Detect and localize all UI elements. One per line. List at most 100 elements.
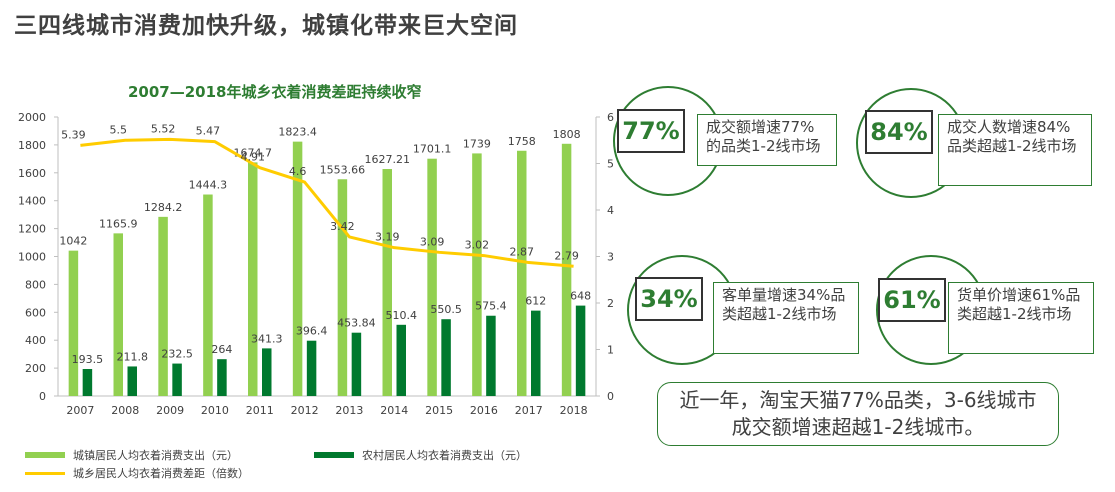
y-left-tick-label: 1600 xyxy=(18,167,46,180)
ratio-point-label: 2.79 xyxy=(554,249,579,262)
bar-rural xyxy=(127,366,137,396)
legend-ratio: 城乡居民人均衣着消费差距（倍数） xyxy=(25,465,249,481)
stat-percent-badge: 61% xyxy=(878,278,946,322)
bar-rural xyxy=(306,340,317,396)
y-right-tick-label: 5 xyxy=(607,158,614,171)
stat-description: 客单量增速34%品类超越1-2线市场 xyxy=(713,282,859,354)
bar-urban xyxy=(68,250,79,396)
ratio-point-label: 5.39 xyxy=(61,128,86,141)
bar-rural xyxy=(351,332,362,396)
legend-swatch-ratio xyxy=(25,471,65,475)
summary-line-1: 近一年，淘宝天猫77%品类，3-6线城市 xyxy=(679,388,1037,412)
y-left-tick-label: 2000 xyxy=(18,111,46,124)
y-left-tick-label: 1800 xyxy=(18,139,46,152)
bar-rural-label: 396.4 xyxy=(296,325,328,338)
bar-urban-label: 1674.7 xyxy=(234,146,273,159)
legend-label-ratio: 城乡居民人均衣着消费差距（倍数） xyxy=(73,467,249,480)
stat-percent-badge: 77% xyxy=(617,109,685,153)
x-tick-label: 2016 xyxy=(470,404,498,417)
y-right-tick-label: 2 xyxy=(607,297,614,310)
bar-rural xyxy=(531,310,541,396)
legend-label-rural: 农村居民人均衣着消费支出（元） xyxy=(362,449,527,462)
legend-rural: 农村居民人均衣着消费支出（元） xyxy=(314,447,527,463)
bar-rural-label: 341.3 xyxy=(251,332,283,345)
x-tick-label: 2008 xyxy=(111,404,139,417)
bar-rural-label: 193.5 xyxy=(72,353,104,366)
bar-urban xyxy=(517,150,527,396)
ratio-point-label: 3.02 xyxy=(465,239,490,252)
bar-urban-label: 1042 xyxy=(59,235,87,248)
bar-rural-label: 575.4 xyxy=(475,300,507,313)
y-right-tick-label: 0 xyxy=(607,390,614,403)
x-tick-label: 2007 xyxy=(66,404,94,417)
bar-rural xyxy=(486,315,496,396)
ratio-point-label: 4.91 xyxy=(241,151,266,164)
bar-rural-label: 550.5 xyxy=(430,303,462,316)
y-left-tick-label: 400 xyxy=(25,334,46,347)
bar-urban-label: 1701.1 xyxy=(413,143,452,156)
bar-rural xyxy=(396,324,406,396)
bar-urban xyxy=(427,158,437,396)
x-tick-label: 2009 xyxy=(156,404,184,417)
bar-urban-label: 1627.21 xyxy=(365,153,411,166)
bar-rural-label: 264 xyxy=(211,343,232,356)
bar-urban xyxy=(248,162,258,396)
ratio-point-label: 5.52 xyxy=(151,122,176,135)
stat-percent-badge: 34% xyxy=(635,277,703,321)
x-tick-label: 2013 xyxy=(335,404,363,417)
ratio-point-label: 3.42 xyxy=(330,220,355,233)
bar-urban xyxy=(561,143,572,396)
bar-urban xyxy=(158,216,168,396)
bar-urban-label: 1444.3 xyxy=(189,179,228,192)
ratio-point-label: 4.6 xyxy=(289,165,307,178)
y-left-tick-label: 600 xyxy=(25,306,46,319)
ratio-point-label: 5.5 xyxy=(110,123,128,136)
ratio-point-label: 5.47 xyxy=(196,125,221,138)
bar-urban xyxy=(382,169,392,396)
legend-label-urban: 城镇居民人均衣着消费支出（元） xyxy=(73,449,238,462)
bar-urban xyxy=(203,194,213,396)
bar-rural-label: 648 xyxy=(570,290,591,303)
bar-urban xyxy=(337,179,348,396)
bar-rural xyxy=(575,305,586,396)
bar-rural xyxy=(262,348,272,396)
stat-description: 成交额增速77%的品类1-2线市场 xyxy=(697,114,837,166)
bar-urban-label: 1739 xyxy=(463,137,491,150)
bar-urban xyxy=(472,153,482,396)
stat-description: 成交人数增速84%品类超越1-2线市场 xyxy=(938,114,1092,186)
x-tick-label: 2011 xyxy=(246,404,274,417)
bar-rural-label: 211.8 xyxy=(117,350,149,363)
summary-callout: 近一年，淘宝天猫77%品类，3-6线城市 成交额增速超越1-2线城市。 xyxy=(657,382,1059,446)
x-tick-label: 2010 xyxy=(201,404,229,417)
bar-rural xyxy=(172,363,182,396)
bar-rural-label: 453.84 xyxy=(337,317,376,330)
y-left-tick-label: 0 xyxy=(39,390,46,403)
ratio-point-label: 3.09 xyxy=(420,235,445,248)
bar-rural-label: 232.5 xyxy=(161,348,193,361)
x-tick-label: 2018 xyxy=(560,404,588,417)
y-left-tick-label: 1000 xyxy=(18,251,46,264)
ratio-point-label: 2.87 xyxy=(510,246,535,259)
bar-urban-label: 1284.2 xyxy=(144,201,183,214)
y-right-tick-label: 1 xyxy=(607,344,614,357)
y-left-tick-label: 200 xyxy=(25,362,46,375)
page-title: 三四线城市消费加快升级，城镇化带来巨大空间 xyxy=(14,13,518,39)
bar-urban xyxy=(292,141,303,396)
bar-rural xyxy=(441,319,451,396)
x-tick-label: 2015 xyxy=(425,404,453,417)
legend-swatch-urban xyxy=(25,452,65,458)
chart-title: 2007—2018年城乡衣着消费差距持续收窄 xyxy=(128,83,422,101)
stat-percent-badge: 84% xyxy=(865,110,933,154)
ratio-line xyxy=(80,137,574,268)
bar-urban-label: 1808 xyxy=(553,128,581,141)
y-left-tick-label: 800 xyxy=(25,278,46,291)
bar-urban-label: 1823.4 xyxy=(278,126,317,139)
bar-rural xyxy=(217,359,227,396)
x-tick-label: 2017 xyxy=(515,404,543,417)
y-right-tick-label: 6 xyxy=(607,111,614,124)
y-left-tick-label: 1400 xyxy=(18,195,46,208)
y-left-tick-label: 1200 xyxy=(18,223,46,236)
y-right-tick-label: 4 xyxy=(607,204,614,217)
ratio-point-label: 3.19 xyxy=(375,231,400,244)
bar-urban-label: 1553.66 xyxy=(320,163,366,176)
